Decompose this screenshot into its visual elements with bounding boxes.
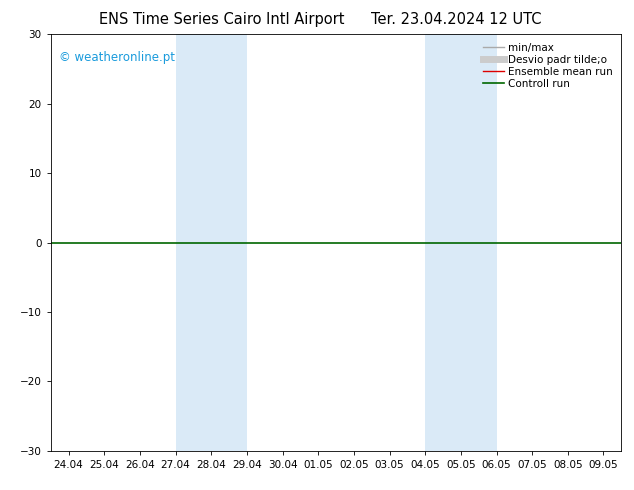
Bar xyxy=(425,34,461,451)
Bar xyxy=(461,34,496,451)
Legend: min/max, Desvio padr tilde;o, Ensemble mean run, Controll run: min/max, Desvio padr tilde;o, Ensemble m… xyxy=(480,40,616,92)
Text: © weatheronline.pt: © weatheronline.pt xyxy=(59,51,175,64)
Text: ENS Time Series Cairo Intl Airport: ENS Time Series Cairo Intl Airport xyxy=(99,12,345,27)
Text: Ter. 23.04.2024 12 UTC: Ter. 23.04.2024 12 UTC xyxy=(372,12,541,27)
Bar xyxy=(211,34,247,451)
Bar xyxy=(176,34,211,451)
